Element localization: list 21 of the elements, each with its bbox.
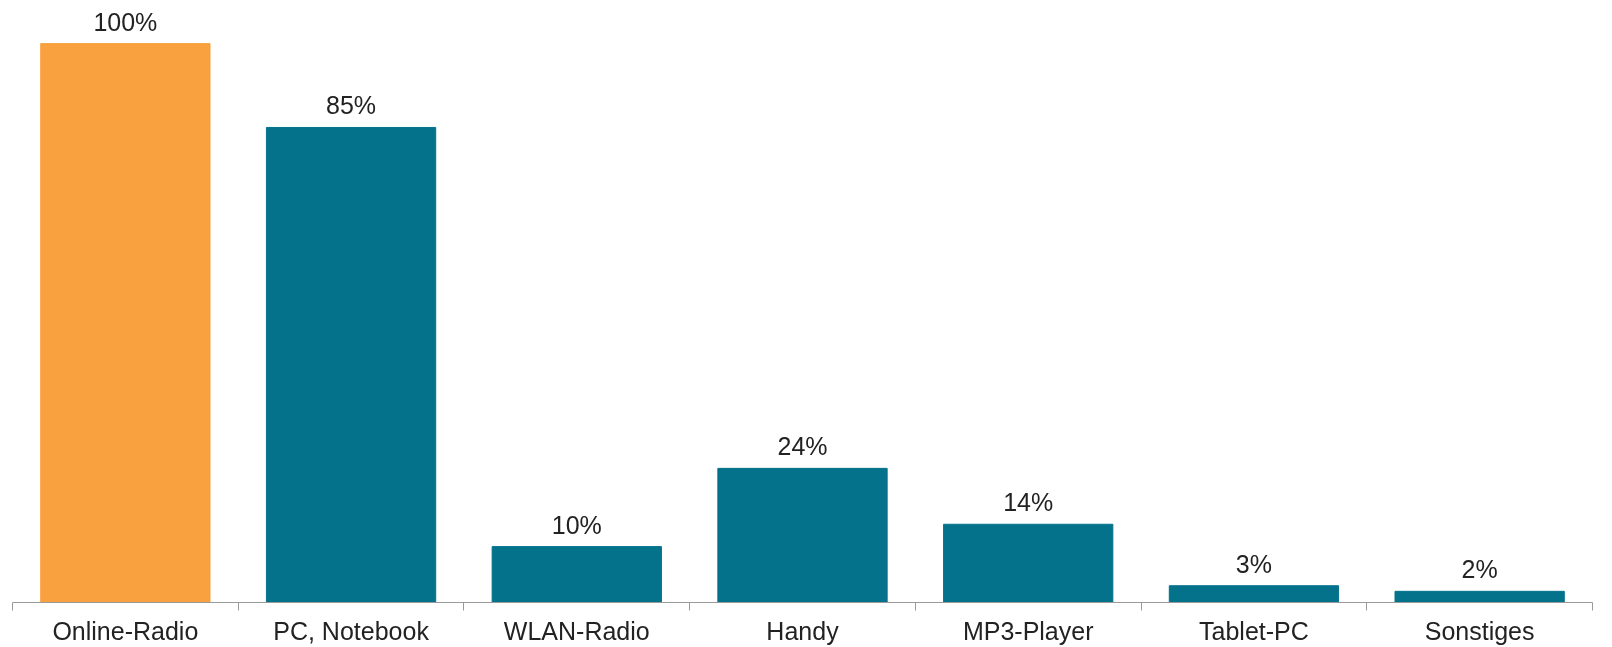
data-label: 100%	[93, 7, 158, 36]
bar	[1394, 590, 1565, 603]
bar	[943, 523, 1114, 603]
x-tick-label: Online-Radio	[52, 616, 199, 645]
bar	[717, 467, 888, 603]
x-tick-label: Handy	[766, 616, 840, 645]
x-tick-label: PC, Notebook	[273, 616, 430, 645]
data-label: 14%	[1003, 488, 1054, 517]
data-label: 85%	[326, 91, 377, 120]
data-label: 10%	[551, 510, 602, 539]
bar	[491, 546, 662, 603]
data-label: 3%	[1235, 549, 1272, 578]
x-tick-label: Sonstiges	[1424, 616, 1535, 645]
x-tick-label: MP3-Player	[962, 616, 1094, 645]
data-label: 2%	[1461, 555, 1498, 584]
x-tick-label: Tablet-PC	[1199, 616, 1309, 645]
data-label: 24%	[777, 432, 828, 461]
bar	[40, 43, 211, 603]
bar	[265, 126, 437, 603]
x-tick-label: WLAN-Radio	[503, 616, 650, 645]
bar	[1168, 585, 1340, 603]
